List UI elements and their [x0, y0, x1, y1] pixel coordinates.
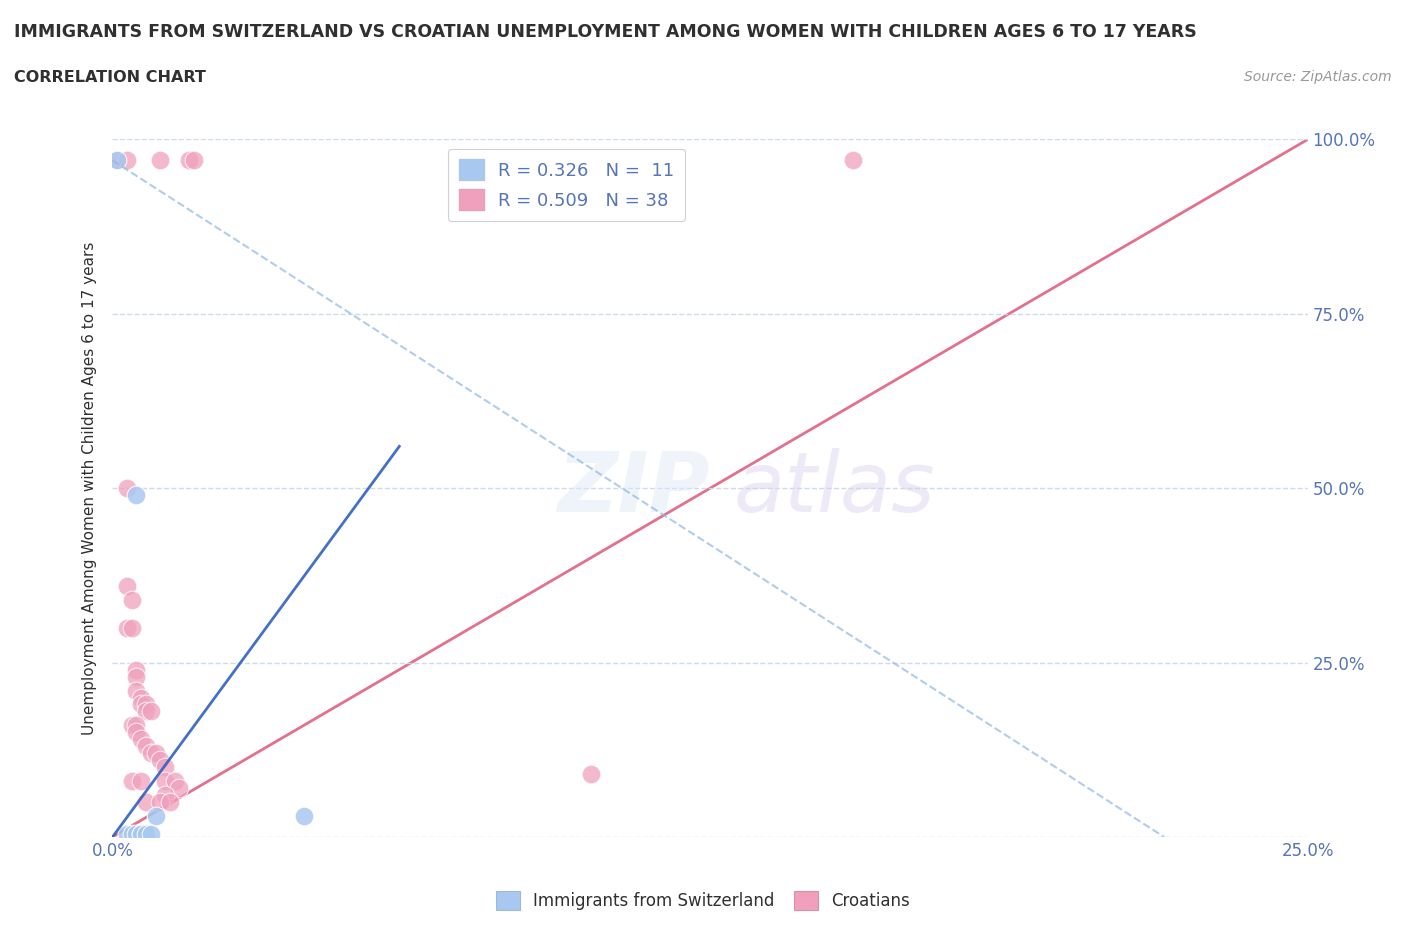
Point — [129, 826, 152, 841]
Point — [153, 788, 176, 803]
Point — [129, 698, 152, 712]
Legend: R = 0.326   N =  11, R = 0.509   N = 38: R = 0.326 N = 11, R = 0.509 N = 38 — [449, 149, 685, 221]
Point — [125, 826, 148, 841]
Point — [153, 760, 176, 775]
Point — [129, 690, 152, 705]
Point — [139, 704, 162, 719]
Text: ZIP: ZIP — [557, 447, 710, 529]
Point — [135, 794, 157, 809]
Point — [129, 732, 152, 747]
Point — [121, 592, 143, 607]
Point — [115, 620, 138, 635]
Point — [149, 794, 172, 809]
Point — [169, 781, 191, 796]
Point — [125, 488, 148, 503]
Point — [121, 620, 143, 635]
Point — [125, 725, 148, 740]
Point — [177, 153, 200, 168]
Point — [121, 718, 143, 733]
Point — [125, 718, 148, 733]
Point — [159, 794, 181, 809]
Point — [149, 153, 172, 168]
Point — [145, 746, 167, 761]
Text: CORRELATION CHART: CORRELATION CHART — [14, 70, 205, 85]
Point — [153, 774, 176, 789]
Point — [135, 826, 157, 841]
Point — [125, 662, 148, 677]
Text: atlas: atlas — [734, 447, 935, 529]
Point — [115, 481, 138, 496]
Point — [121, 826, 143, 841]
Point — [183, 153, 205, 168]
Point — [125, 683, 148, 698]
Point — [129, 826, 152, 841]
Y-axis label: Unemployment Among Women with Children Ages 6 to 17 years: Unemployment Among Women with Children A… — [82, 242, 97, 735]
Point — [129, 774, 152, 789]
Point — [105, 153, 128, 168]
Point — [579, 766, 602, 781]
Legend: Immigrants from Switzerland, Croatians: Immigrants from Switzerland, Croatians — [489, 884, 917, 917]
Text: Source: ZipAtlas.com: Source: ZipAtlas.com — [1244, 70, 1392, 84]
Point — [115, 578, 138, 593]
Point — [125, 670, 148, 684]
Point — [115, 153, 138, 168]
Point — [292, 809, 315, 824]
Point — [139, 746, 162, 761]
Point — [135, 738, 157, 753]
Text: IMMIGRANTS FROM SWITZERLAND VS CROATIAN UNEMPLOYMENT AMONG WOMEN WITH CHILDREN A: IMMIGRANTS FROM SWITZERLAND VS CROATIAN … — [14, 23, 1197, 41]
Point — [115, 826, 138, 841]
Point — [135, 704, 157, 719]
Point — [139, 826, 162, 841]
Point — [135, 698, 157, 712]
Point — [145, 809, 167, 824]
Point — [121, 774, 143, 789]
Point — [163, 774, 186, 789]
Point — [105, 153, 128, 168]
Point — [842, 153, 865, 168]
Point — [149, 753, 172, 768]
